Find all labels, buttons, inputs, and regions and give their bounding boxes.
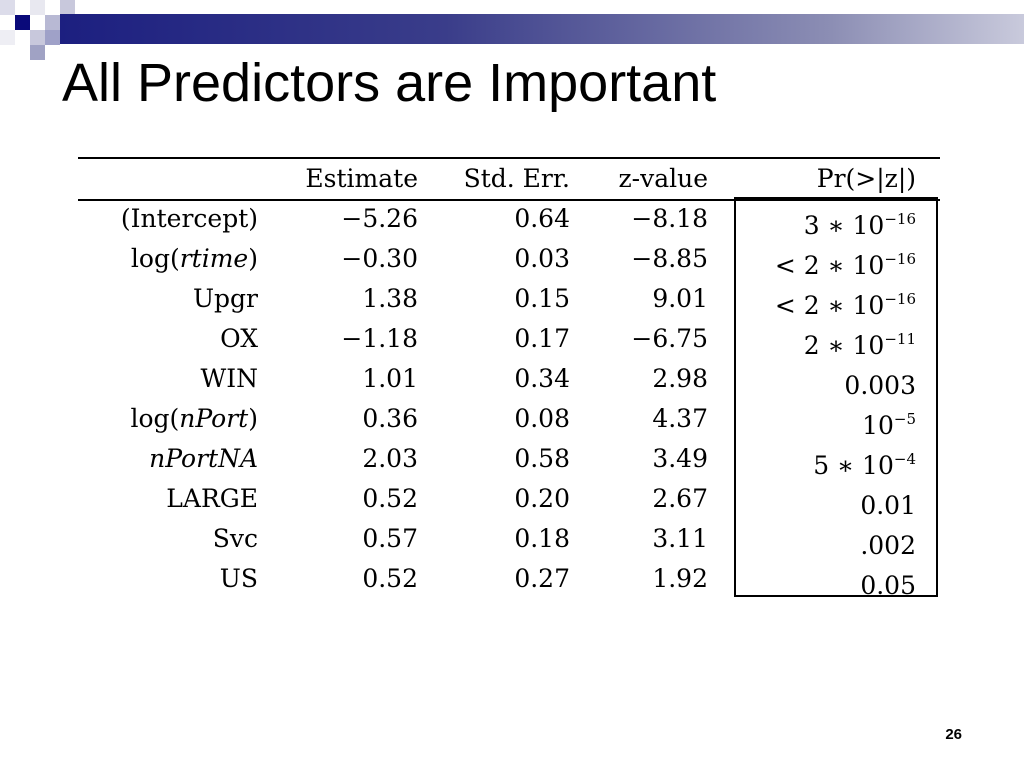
p-value-cell: 0.01 [860,479,916,526]
slide-title: All Predictors are Important [62,53,717,113]
p-value-exponent: −4 [893,450,916,468]
p-value-exponent: −16 [884,250,916,268]
table-row: Upgr 1.38 0.15 9.01 < 2 ∗ 10−16 [78,279,940,320]
header-estimate: Estimate [305,164,418,193]
row-label: log(nPort) [130,399,258,439]
p-value-base: 10 [862,411,894,440]
table-row: log(nPort) 0.36 0.08 4.37 10−5 [78,399,940,440]
table-row: log(rtime) −0.30 0.03 −8.85 < 2 ∗ 10−16 [78,239,940,280]
row-label: OX [220,319,258,359]
label-text: Svc [212,524,258,553]
row-label: (Intercept) [121,199,258,239]
p-value-cell: 5 ∗ 10−4 [813,439,916,486]
p-value-exponent: −11 [884,330,916,348]
label-text: Upgr [192,284,258,313]
table-row: nPortNA 2.03 0.58 3.49 5 ∗ 10−4 [78,439,940,480]
table-top-rule [78,157,940,159]
page-number: 26 [945,726,962,743]
p-value-cell: < 2 ∗ 10−16 [775,279,916,326]
header-z-value: z-value [618,164,708,193]
std-err-cell: 0.03 [514,244,570,273]
label-text: log( [130,244,180,273]
table-row: LARGE 0.52 0.20 2.67 0.01 [78,479,940,520]
p-value-cell: < 2 ∗ 10−16 [775,239,916,286]
label-text: log( [130,404,180,433]
p-value-cell: 0.003 [844,359,916,406]
estimate-cell: −5.26 [341,204,418,233]
z-value-cell: 2.67 [652,484,708,513]
z-value-cell: −8.85 [631,244,708,273]
estimate-cell: 1.01 [362,364,418,393]
title-bar-decoration [60,14,1024,44]
label-text: US [219,564,258,593]
p-value-base: 0.01 [860,491,916,520]
p-value-base: < 2 ∗ 10 [774,291,885,320]
estimate-cell: 1.38 [362,284,418,313]
row-label: US [220,559,258,599]
z-value-cell: 3.11 [652,524,708,553]
table-row: US 0.52 0.27 1.92 0.05 [78,559,940,600]
p-value-cell: 3 ∗ 10−16 [804,199,916,246]
label-italic: nPortNA [149,444,258,473]
std-err-cell: 0.20 [514,484,570,513]
table-row: (Intercept) −5.26 0.64 −8.18 3 ∗ 10−16 [78,199,940,240]
p-value-exponent: −16 [884,290,916,308]
std-err-cell: 0.58 [514,444,570,473]
z-value-cell: 9.01 [652,284,708,313]
p-value-highlight-box [734,197,938,597]
p-value-base: 0.003 [844,371,916,400]
row-label: WIN [201,359,258,399]
estimate-cell: −0.30 [341,244,418,273]
p-value-cell: .002 [860,519,916,566]
p-value-exponent: −5 [893,410,916,428]
std-err-cell: 0.17 [514,324,570,353]
z-value-cell: −8.18 [631,204,708,233]
p-value-exponent: −16 [884,210,916,228]
label-italic: nPort [179,404,249,433]
row-label: Upgr [193,279,258,319]
row-label: nPortNA [149,439,258,479]
row-label: LARGE [166,479,258,519]
std-err-cell: 0.34 [514,364,570,393]
header-p-value: Pr(>|z|) [816,164,916,193]
table-row: Svc 0.57 0.18 3.11 .002 [78,519,940,560]
table-header-row: Estimate Std. Err. z-value Pr(>|z|) [78,159,940,199]
label-text: OX [220,324,258,353]
label-text: WIN [200,364,258,393]
z-value-cell: −6.75 [631,324,708,353]
label-text: LARGE [166,484,258,513]
std-err-cell: 0.08 [514,404,570,433]
z-value-cell: 2.98 [652,364,708,393]
p-value-cell: 2 ∗ 10−11 [804,319,916,366]
std-err-cell: 0.27 [514,564,570,593]
label-italic: rtime [179,244,249,273]
label-text-post: ) [248,404,258,433]
estimate-cell: 0.57 [362,524,418,553]
z-value-cell: 1.92 [652,564,708,593]
row-label: Svc [213,519,258,559]
table-row: OX −1.18 0.17 −6.75 2 ∗ 10−11 [78,319,940,360]
estimate-cell: 0.36 [362,404,418,433]
p-value-base: .002 [860,531,916,560]
row-label: log(rtime) [131,239,258,279]
estimate-cell: −1.18 [341,324,418,353]
estimate-cell: 0.52 [362,484,418,513]
p-value-base: 3 ∗ 10 [803,211,885,240]
table-row: WIN 1.01 0.34 2.98 0.003 [78,359,940,400]
p-value-cell: 10−5 [862,399,916,446]
z-value-cell: 3.49 [652,444,708,473]
std-err-cell: 0.15 [514,284,570,313]
estimate-cell: 0.52 [362,564,418,593]
header-std-err: Std. Err. [463,164,570,193]
table-header-rule [78,199,940,201]
z-value-cell: 4.37 [652,404,708,433]
std-err-cell: 0.18 [514,524,570,553]
estimate-cell: 2.03 [362,444,418,473]
p-value-base: < 2 ∗ 10 [774,251,885,280]
label-text-post: ) [248,244,258,273]
p-value-base: 2 ∗ 10 [803,331,885,360]
label-text: (Intercept) [120,204,258,233]
p-value-base: 5 ∗ 10 [813,451,894,480]
std-err-cell: 0.64 [514,204,570,233]
